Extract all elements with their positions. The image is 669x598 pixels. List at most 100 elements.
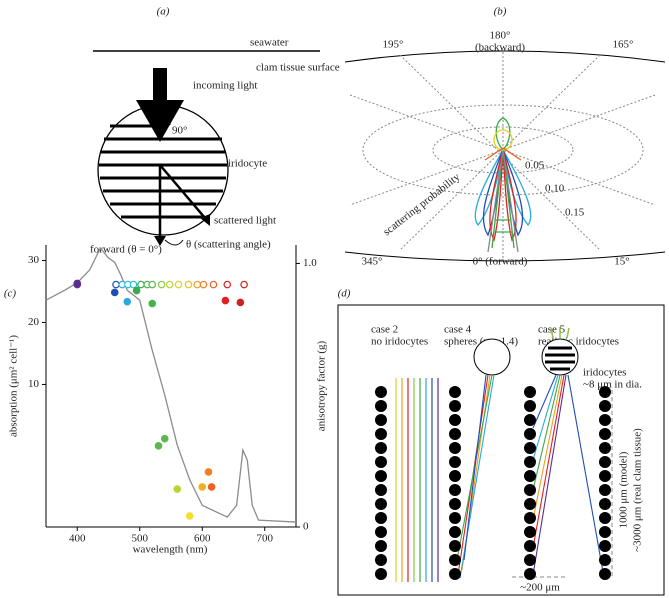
data-point (199, 280, 208, 289)
angle-label: 345° (362, 256, 383, 268)
cell (599, 540, 611, 552)
cell (449, 414, 461, 426)
data-point (240, 280, 248, 289)
cell (449, 484, 461, 496)
data-point (223, 280, 232, 289)
x-tick-label: 700 (257, 533, 274, 545)
cell (599, 498, 611, 510)
label: no iridocytes (371, 336, 428, 348)
case2-rays (395, 378, 439, 582)
panel-b: (b) 180° (backward) 195° 165° 345° 15° (344, 6, 666, 268)
label: iridocytes (583, 367, 626, 379)
case4-rays (455, 374, 495, 579)
angle-label: 165° (613, 39, 634, 51)
outer-arc (344, 50, 666, 63)
cell (375, 428, 387, 440)
data-point (198, 483, 207, 491)
x-tick-label: 600 (194, 533, 211, 545)
label: ~200 μm (520, 582, 560, 594)
cell (524, 540, 536, 552)
cell (599, 428, 611, 440)
angle-label: 15° (614, 256, 629, 268)
cell (599, 386, 611, 398)
panel-label: (b) (494, 6, 507, 18)
panel-d: (d) case 2 no iridocytes case 4 spheres … (337, 288, 665, 596)
cell (599, 512, 611, 524)
cell (375, 568, 387, 580)
data-point (148, 280, 157, 289)
radius-label: 0.05 (525, 160, 545, 172)
data-point (148, 299, 157, 308)
data-point (204, 468, 213, 476)
cell (599, 526, 611, 538)
cell (599, 414, 611, 426)
data-point (207, 483, 216, 491)
cell (524, 456, 536, 468)
panel-frame (337, 304, 665, 596)
arrow-head (200, 214, 210, 226)
y2-tick-label: 0 (303, 521, 309, 533)
cell (449, 470, 461, 482)
cell (375, 400, 387, 412)
label: case 4 (444, 324, 472, 336)
data-point (110, 288, 119, 297)
data-point (132, 286, 141, 295)
iridocyte-platelets (545, 346, 575, 371)
cell (524, 568, 536, 580)
panel-c: (c) wavelength (nm) absorption (μm² cell… (4, 245, 328, 556)
cell (449, 442, 461, 454)
cell (375, 414, 387, 426)
panel-label: (d) (338, 288, 351, 300)
data-point (112, 280, 120, 289)
label: θ (scattering angle) (186, 239, 271, 251)
panel-a: (a) seawater clam tissue surface incomin… (90, 6, 340, 256)
backscatter-arrows (550, 327, 570, 339)
arrow-shaft (153, 68, 167, 102)
y-axis-label: absorption (μm² cell⁻¹) (8, 335, 20, 437)
data-point (221, 296, 230, 305)
radius-label: 0.10 (545, 183, 565, 195)
data-point (157, 280, 166, 289)
cell (449, 554, 461, 566)
cell (375, 386, 387, 398)
panel-label: (c) (4, 288, 17, 300)
data-point (165, 280, 174, 289)
cell (524, 512, 536, 524)
radius-label: 0.15 (565, 207, 585, 219)
data-point (73, 279, 82, 288)
y-tick-label: 30 (28, 254, 40, 266)
cell (375, 484, 387, 496)
cell (599, 470, 611, 482)
data-point (137, 280, 145, 289)
label: scattered light (214, 215, 276, 227)
data-point (185, 512, 194, 520)
angle-label: 0° (forward) (473, 256, 528, 268)
y-tick-label: 20 (28, 316, 40, 328)
label: seawater (250, 37, 289, 49)
cell (449, 568, 461, 580)
y-tick-label: 10 (28, 378, 40, 390)
cell (375, 456, 387, 468)
cell (449, 512, 461, 524)
cell (524, 484, 536, 496)
y2-axis-label: anisotropy factor (g) (316, 340, 328, 431)
cell (599, 484, 611, 496)
cell (524, 554, 536, 566)
data-point (173, 485, 182, 493)
cell (449, 456, 461, 468)
angle-label: 180° (490, 30, 511, 42)
label: incoming light (193, 80, 257, 92)
label: 90° (172, 125, 187, 137)
x-tick-label: 400 (69, 533, 86, 545)
cell (599, 400, 611, 412)
cell (375, 526, 387, 538)
cell (449, 526, 461, 538)
cell (449, 498, 461, 510)
cell (449, 540, 461, 552)
y2-tick-label: 1.0 (303, 257, 317, 269)
label: case 2 (371, 324, 398, 336)
data-line (45, 246, 297, 523)
cell-columns (375, 386, 611, 580)
cell (524, 414, 536, 426)
